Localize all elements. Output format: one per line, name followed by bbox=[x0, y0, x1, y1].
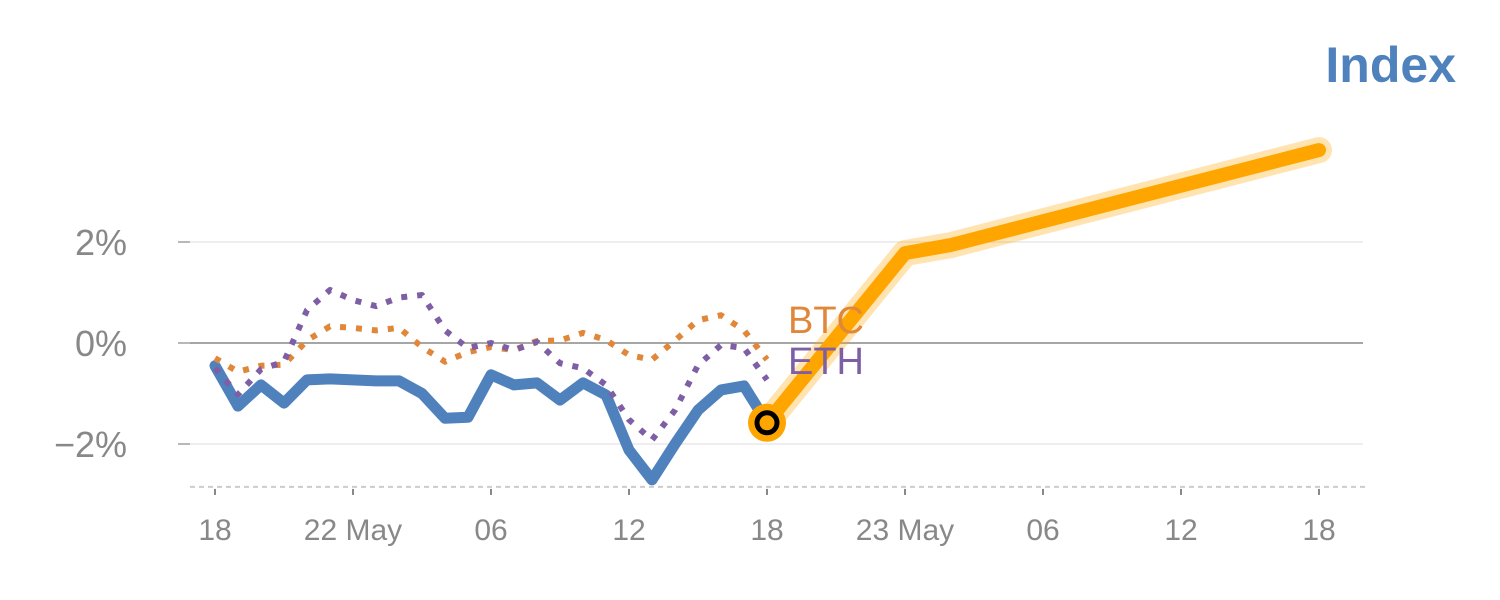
series-label-btc: BTC bbox=[788, 300, 864, 342]
btc-line bbox=[213, 312, 770, 375]
y-tick-label: 0% bbox=[75, 323, 127, 364]
series-eth bbox=[212, 286, 770, 443]
x-tick-label: 06 bbox=[1026, 514, 1059, 547]
x-tick-label: 18 bbox=[198, 514, 231, 547]
x-tick-label: 23 May bbox=[856, 514, 954, 547]
index-line bbox=[209, 360, 773, 486]
x-tick-label: 06 bbox=[474, 514, 507, 547]
series-projection bbox=[754, 137, 1332, 436]
y-tick-label: 2% bbox=[75, 222, 127, 263]
current-point-marker bbox=[748, 403, 786, 442]
eth-line bbox=[212, 286, 770, 443]
x-tick-label: 12 bbox=[612, 514, 645, 547]
current-point-ring bbox=[754, 410, 780, 436]
projection-line bbox=[760, 143, 1326, 430]
x-tick-label: 22 May bbox=[304, 514, 402, 547]
series-btc bbox=[213, 312, 770, 375]
chart-title: Index bbox=[1325, 37, 1456, 93]
x-tick-label: 12 bbox=[1164, 514, 1197, 547]
x-tick-label: 18 bbox=[750, 514, 783, 547]
y-tick-label: −2% bbox=[54, 424, 127, 465]
series-index bbox=[209, 360, 773, 486]
x-tick-label: 18 bbox=[1302, 514, 1335, 547]
series-label-eth: ETH bbox=[788, 341, 864, 383]
